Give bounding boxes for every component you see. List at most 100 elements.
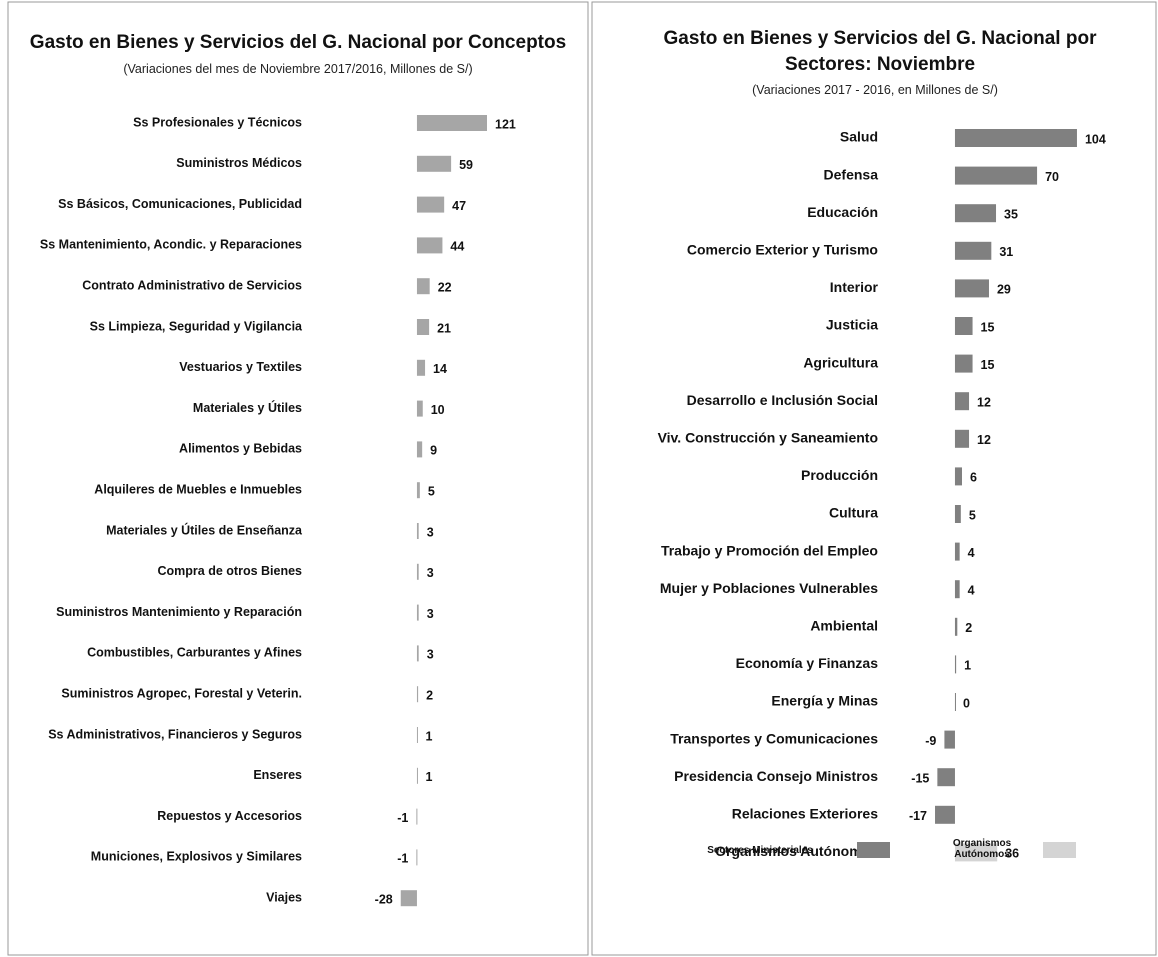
bar xyxy=(954,467,962,486)
category-label: Combustibles, Carburantes y Afines xyxy=(87,646,302,660)
value-label: 104 xyxy=(1085,132,1106,146)
bar xyxy=(416,155,452,172)
category-label: Municiones, Explosivos y Similares xyxy=(91,850,302,864)
value-label: 0 xyxy=(963,696,970,710)
category-label: Materiales y Útiles xyxy=(193,400,302,415)
value-label: 22 xyxy=(438,280,452,294)
category-label: Viajes xyxy=(266,890,302,904)
chart-subtitle: (Variaciones 2017 - 2016, en Millones de… xyxy=(752,83,998,97)
value-label: 121 xyxy=(495,117,516,131)
bar xyxy=(954,429,970,448)
bar xyxy=(954,392,970,411)
value-label: 59 xyxy=(459,158,473,172)
bar xyxy=(416,604,419,621)
category-label: Ss Profesionales y Técnicos xyxy=(133,115,302,129)
bar xyxy=(935,805,955,824)
value-label: 3 xyxy=(427,566,434,580)
category-label: Suministros Mantenimiento y Reparación xyxy=(56,605,302,619)
value-label: 35 xyxy=(1004,207,1018,221)
value-label: 15 xyxy=(981,320,995,334)
panel xyxy=(591,1,1157,956)
value-label: 15 xyxy=(981,358,995,372)
legend-label: Organismos Autónomos xyxy=(952,838,1012,860)
bar xyxy=(416,278,430,295)
bar xyxy=(954,204,997,223)
category-label: Producción xyxy=(801,467,878,483)
category-label: Trabajo y Promoción del Empleo xyxy=(661,542,878,558)
value-label: 4 xyxy=(968,583,975,597)
category-label: Defensa xyxy=(824,166,879,182)
category-label: Salud xyxy=(840,129,878,145)
category-label: Suministros Médicos xyxy=(176,156,302,170)
category-label: Alimentos y Bebidas xyxy=(179,442,302,456)
category-label: Mujer y Poblaciones Vulnerables xyxy=(660,580,878,596)
category-label: Justicia xyxy=(826,317,878,333)
value-label: 5 xyxy=(428,484,435,498)
category-label: Viv. Construcción y Saneamiento xyxy=(658,430,878,446)
value-label: 70 xyxy=(1045,170,1059,184)
value-label: -28 xyxy=(375,892,393,906)
value-label: 12 xyxy=(977,395,991,409)
bar xyxy=(954,655,957,674)
value-label: -1 xyxy=(397,811,408,825)
legend-swatch xyxy=(857,842,890,858)
bar xyxy=(416,645,419,662)
bar xyxy=(954,166,1038,185)
bar xyxy=(954,542,960,561)
value-label: 21 xyxy=(437,321,451,335)
category-label: Suministros Agropec, Forestal y Veterin. xyxy=(61,686,302,700)
bar xyxy=(937,768,955,787)
category-label: Ss Mantenimiento, Acondic. y Reparacione… xyxy=(40,238,302,252)
bar xyxy=(416,482,420,499)
category-label: Ss Limpieza, Seguridad y Vigilancia xyxy=(90,319,303,333)
value-label: 1 xyxy=(426,729,433,743)
category-label: Ss Administrativos, Financieros y Seguro… xyxy=(48,727,302,741)
bar xyxy=(954,617,958,636)
category-label: Energía y Minas xyxy=(771,693,878,709)
value-label: 9 xyxy=(430,444,437,458)
category-label: Cultura xyxy=(829,505,878,521)
category-label: Vestuarios y Textiles xyxy=(179,360,302,374)
category-label: Ambiental xyxy=(810,618,878,634)
bar xyxy=(954,693,956,711)
category-label: Alquileres de Muebles e Inmuebles xyxy=(94,482,302,496)
category-label: Contrato Administrativo de Servicios xyxy=(82,278,302,292)
bar xyxy=(416,523,419,539)
bar xyxy=(416,237,443,254)
value-label: 3 xyxy=(427,525,434,539)
chart-title: Gasto en Bienes y Servicios del G. Nacio… xyxy=(29,32,567,53)
bar xyxy=(416,441,423,458)
bar xyxy=(416,686,419,703)
category-label: Materiales y Útiles de Enseñanza xyxy=(106,522,303,537)
bar xyxy=(944,730,955,749)
category-label: Enseres xyxy=(253,768,302,782)
category-label: Transportes y Comunicaciones xyxy=(670,730,878,746)
category-label: Interior xyxy=(830,279,879,295)
value-label: 6 xyxy=(970,471,977,485)
bar xyxy=(416,196,445,213)
value-label: 2 xyxy=(965,621,972,635)
value-label: 31 xyxy=(999,245,1013,259)
legend-label: Sectores Ministeriales xyxy=(707,845,813,856)
bar xyxy=(954,129,1077,147)
value-label: 3 xyxy=(427,607,434,621)
value-label: -1 xyxy=(397,852,408,866)
value-label: 2 xyxy=(426,688,433,702)
value-label: 1 xyxy=(964,659,971,673)
bar xyxy=(954,317,973,335)
bar xyxy=(416,359,426,376)
legend-swatch xyxy=(1043,842,1076,858)
value-label: 44 xyxy=(450,240,464,254)
bar xyxy=(954,354,973,373)
bar xyxy=(416,400,423,417)
bar xyxy=(416,319,430,335)
value-label: 47 xyxy=(452,199,466,213)
category-label: Economía y Finanzas xyxy=(736,655,879,671)
category-label: Ss Básicos, Comunicaciones, Publicidad xyxy=(58,197,302,211)
category-label: Repuestos y Accesorios xyxy=(157,809,302,823)
bar xyxy=(954,580,960,599)
value-label: 29 xyxy=(997,283,1011,297)
chart-title: Gasto en Bienes y Servicios del G. Nacio… xyxy=(663,28,1097,75)
category-label: Agricultura xyxy=(803,354,878,370)
